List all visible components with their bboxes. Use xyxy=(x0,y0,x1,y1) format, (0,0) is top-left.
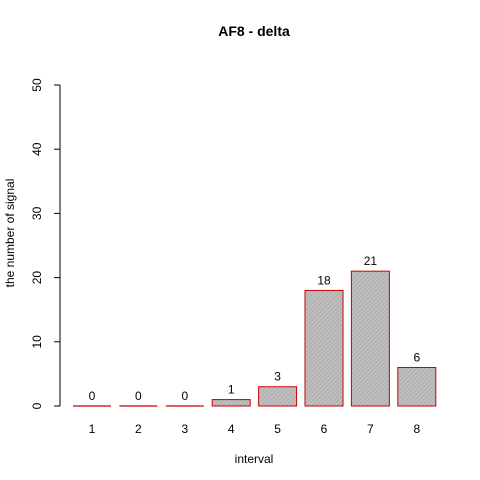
data-label: 18 xyxy=(317,273,331,287)
y-axis-label: the number of signal xyxy=(3,179,17,288)
x-axis-label: interval xyxy=(235,452,274,466)
bar xyxy=(211,399,251,407)
data-label: 21 xyxy=(364,254,378,268)
y-tick-label: 10 xyxy=(30,335,44,349)
x-tick-label: 6 xyxy=(321,422,328,436)
y-axis: 0 10 20 30 40 50 xyxy=(30,78,61,409)
y-tick-label: 30 xyxy=(30,206,44,220)
x-tick-labels-group: 1 2 3 4 5 6 7 8 xyxy=(89,422,421,436)
data-label: 0 xyxy=(135,389,142,403)
bars-group xyxy=(73,270,437,407)
data-label: 6 xyxy=(413,350,420,364)
data-label: 3 xyxy=(274,370,281,384)
bar xyxy=(304,289,344,407)
chart-title: AF8 - delta xyxy=(218,23,290,39)
y-tick-label: 20 xyxy=(30,271,44,285)
x-tick-label: 5 xyxy=(274,422,281,436)
y-tick-label: 50 xyxy=(30,78,44,92)
x-tick-label: 1 xyxy=(89,422,96,436)
data-label: 0 xyxy=(89,389,96,403)
bar xyxy=(350,270,390,407)
x-tick-label: 7 xyxy=(367,422,374,436)
data-labels-group: 0 0 0 1 3 18 21 6 xyxy=(89,254,421,403)
x-tick-label: 8 xyxy=(413,422,420,436)
x-tick-label: 3 xyxy=(181,422,188,436)
y-tick-label: 40 xyxy=(30,142,44,156)
data-label: 0 xyxy=(181,389,188,403)
y-tick-label: 0 xyxy=(30,402,44,409)
x-tick-label: 4 xyxy=(228,422,235,436)
bar xyxy=(258,386,298,407)
data-label: 1 xyxy=(228,383,235,397)
x-tick-label: 2 xyxy=(135,422,142,436)
bar xyxy=(397,366,437,407)
